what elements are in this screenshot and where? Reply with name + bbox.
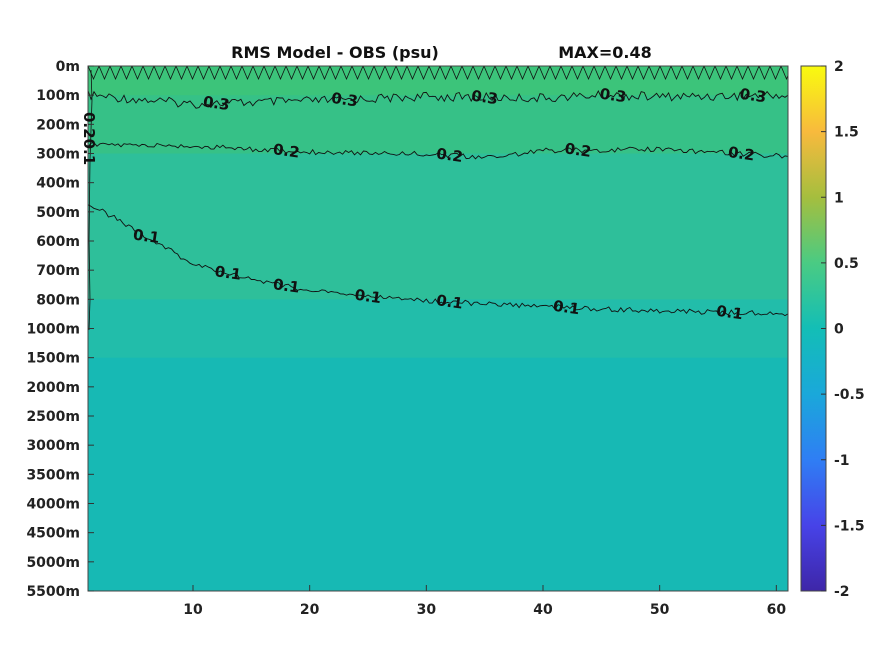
y-tick-label: 3500m [26, 467, 80, 483]
field-band [88, 299, 788, 359]
field-band [88, 153, 788, 300]
y-tick-label: 100m [36, 88, 80, 104]
x-axis: 10 20 30 40 50 60 [183, 585, 786, 618]
max-annotation: MAX=0.48 [558, 43, 652, 62]
x-tick-label: 60 [767, 602, 787, 618]
heatmap-field [88, 66, 788, 591]
y-tick-label: 300m [36, 147, 80, 163]
contour-line [88, 89, 788, 109]
contour-label: 0.3 [739, 85, 768, 107]
contour-label: 0.1 [272, 275, 301, 297]
y-tick-label: 4000m [26, 497, 80, 513]
x-tick-label: 50 [650, 602, 670, 618]
chart-title: RMS Model - OBS (psu) [231, 43, 439, 62]
y-tick-label: 700m [36, 263, 80, 279]
colorbar-ticks: 2 1.5 1 0.5 0 -0.5 -1 -1.5 -2 [821, 59, 865, 600]
y-tick-label: 600m [36, 234, 80, 250]
contour-line [88, 142, 788, 160]
contour-label: 0.3 [599, 85, 628, 107]
x-tick-label: 20 [300, 602, 320, 618]
contour-labels: 0.3 0.3 0.3 0.3 0.3 0.2 0.2 0.2 0.2 0.1 0.1 0.1 0.1 0… [132, 85, 767, 324]
edge-contour-label: 0.20.1 [80, 112, 98, 165]
y-tick-label: 1500m [26, 351, 80, 367]
y-tick-label: 1000m [26, 322, 80, 338]
y-tick-label: 0m [56, 59, 80, 75]
contour-label: 0.2 [435, 144, 464, 166]
x-tick-label: 40 [533, 602, 553, 618]
y-tick-label: 3000m [26, 438, 80, 454]
y-tick-label: 2500m [26, 409, 80, 425]
colorbar-tick-label: 0 [834, 322, 844, 338]
y-tick-label: 500m [36, 205, 80, 221]
y-tick-label: 200m [36, 117, 80, 133]
colorbar-tick-label: -1 [834, 453, 850, 469]
colorbar-tick-label: -1.5 [834, 518, 865, 534]
y-tick-label: 2000m [26, 380, 80, 396]
contour-line [88, 204, 788, 317]
contour-label: 0.1 [552, 297, 581, 319]
x-tick-label: 10 [183, 602, 203, 618]
x-tick-label: 30 [417, 602, 437, 618]
contour-label: 0.1 [214, 262, 243, 284]
contour-label: 0.1 [354, 286, 383, 308]
contour-lines [88, 66, 788, 331]
contour-label: 0.2 [564, 139, 593, 161]
contour-label: 0.3 [330, 89, 359, 111]
y-tick-label: 800m [36, 292, 80, 308]
field-band [88, 357, 788, 591]
contour-label: 0.2 [272, 140, 301, 162]
colorbar-tick-label: -2 [834, 584, 850, 600]
colorbar-tick-label: 0.5 [834, 256, 859, 272]
y-axis: 0m 100m 200m 300m 400m 500m 600m 700m 800m 1000m 1… [26, 59, 94, 600]
contour-label: 0.3 [202, 93, 231, 115]
y-tick-label: 4500m [26, 526, 80, 542]
contour-label: 0.1 [715, 302, 744, 324]
y-tick-label: 5500m [26, 584, 80, 600]
contour-label: 0.2 [727, 143, 756, 165]
y-tick-label: 5000m [26, 555, 80, 571]
surface-contour [88, 66, 788, 81]
field-band [88, 95, 788, 154]
contour-label: 0.1 [435, 291, 464, 313]
colorbar-tick-label: 1 [834, 190, 844, 206]
colorbar-tick-label: -0.5 [834, 387, 865, 403]
contour-label: 0.1 [132, 226, 161, 248]
colorbar-tick-label: 1.5 [834, 125, 859, 141]
colorbar-tick-label: 2 [834, 59, 844, 75]
contour-label: 0.3 [470, 87, 499, 109]
y-tick-label: 400m [36, 176, 80, 192]
